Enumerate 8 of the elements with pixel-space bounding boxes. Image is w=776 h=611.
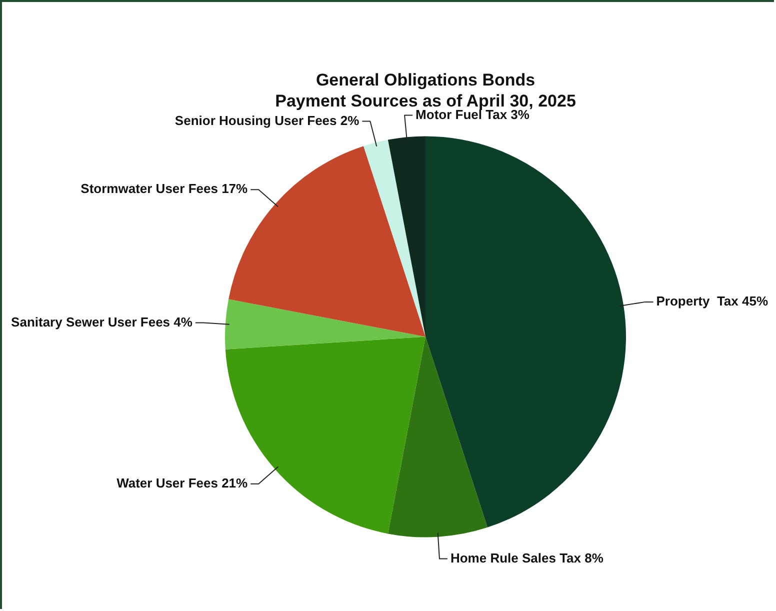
- slice-label: Senior Housing User Fees 2%: [174, 112, 360, 128]
- chart-title: General Obligations Bonds: [316, 70, 536, 90]
- slice-label: Water User Fees 21%: [116, 475, 248, 490]
- slice-label: Property Tax 45%: [656, 294, 768, 309]
- chart-subtitle: Payment Sources as of April 30, 2025: [275, 92, 576, 111]
- slice-label: Stormwater User Fees 17%: [80, 181, 248, 196]
- slice-label: Sanitary Sewer User Fees 4%: [11, 314, 193, 330]
- slice-label: Home Rule Sales Tax 8%: [450, 550, 604, 566]
